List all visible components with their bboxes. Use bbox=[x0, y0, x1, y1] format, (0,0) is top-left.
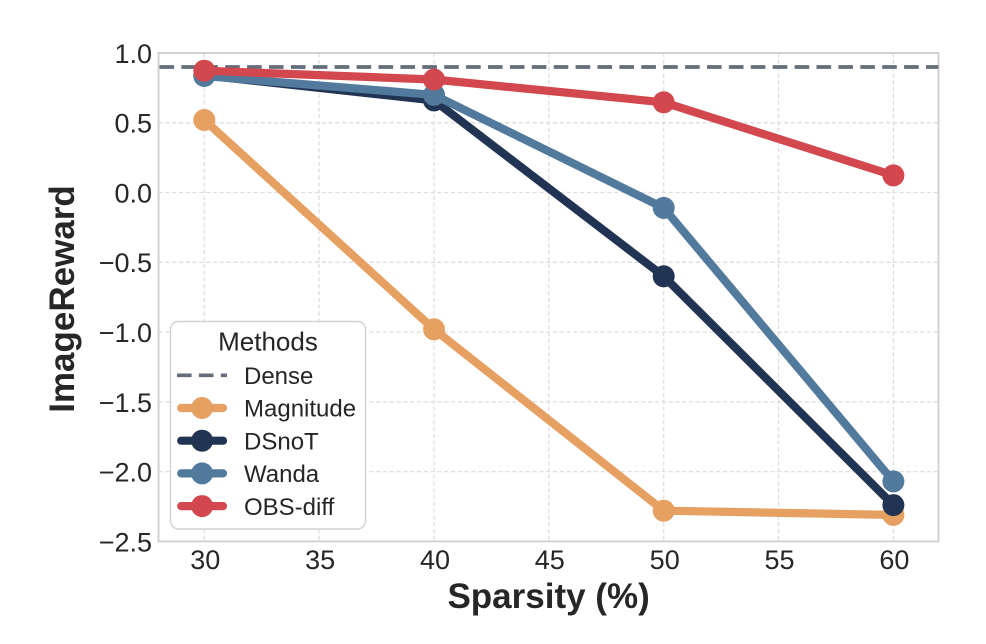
svg-text:−2.0: −2.0 bbox=[99, 458, 152, 488]
svg-text:35: 35 bbox=[305, 545, 335, 575]
svg-text:60: 60 bbox=[879, 545, 909, 575]
svg-text:−1.5: −1.5 bbox=[99, 388, 152, 418]
svg-text:0.5: 0.5 bbox=[114, 109, 152, 139]
svg-text:ImageReward: ImageReward bbox=[43, 185, 82, 413]
svg-text:55: 55 bbox=[764, 545, 794, 575]
svg-text:Magnitude: Magnitude bbox=[244, 396, 356, 423]
svg-text:45: 45 bbox=[535, 545, 565, 575]
svg-text:0.0: 0.0 bbox=[114, 178, 152, 208]
svg-text:Dense: Dense bbox=[244, 363, 313, 390]
svg-text:Sparsity (%): Sparsity (%) bbox=[447, 577, 649, 616]
svg-text:Methods: Methods bbox=[218, 326, 318, 356]
svg-text:50: 50 bbox=[650, 545, 680, 575]
svg-text:−2.5: −2.5 bbox=[99, 527, 152, 557]
svg-text:30: 30 bbox=[190, 545, 220, 575]
svg-text:Wanda: Wanda bbox=[244, 461, 320, 488]
svg-text:1.0: 1.0 bbox=[114, 39, 152, 69]
svg-text:−0.5: −0.5 bbox=[99, 248, 152, 278]
svg-text:−1.0: −1.0 bbox=[99, 318, 152, 348]
svg-text:40: 40 bbox=[420, 545, 450, 575]
svg-text:DSnoT: DSnoT bbox=[244, 428, 319, 455]
svg-text:OBS-diff: OBS-diff bbox=[244, 494, 335, 521]
